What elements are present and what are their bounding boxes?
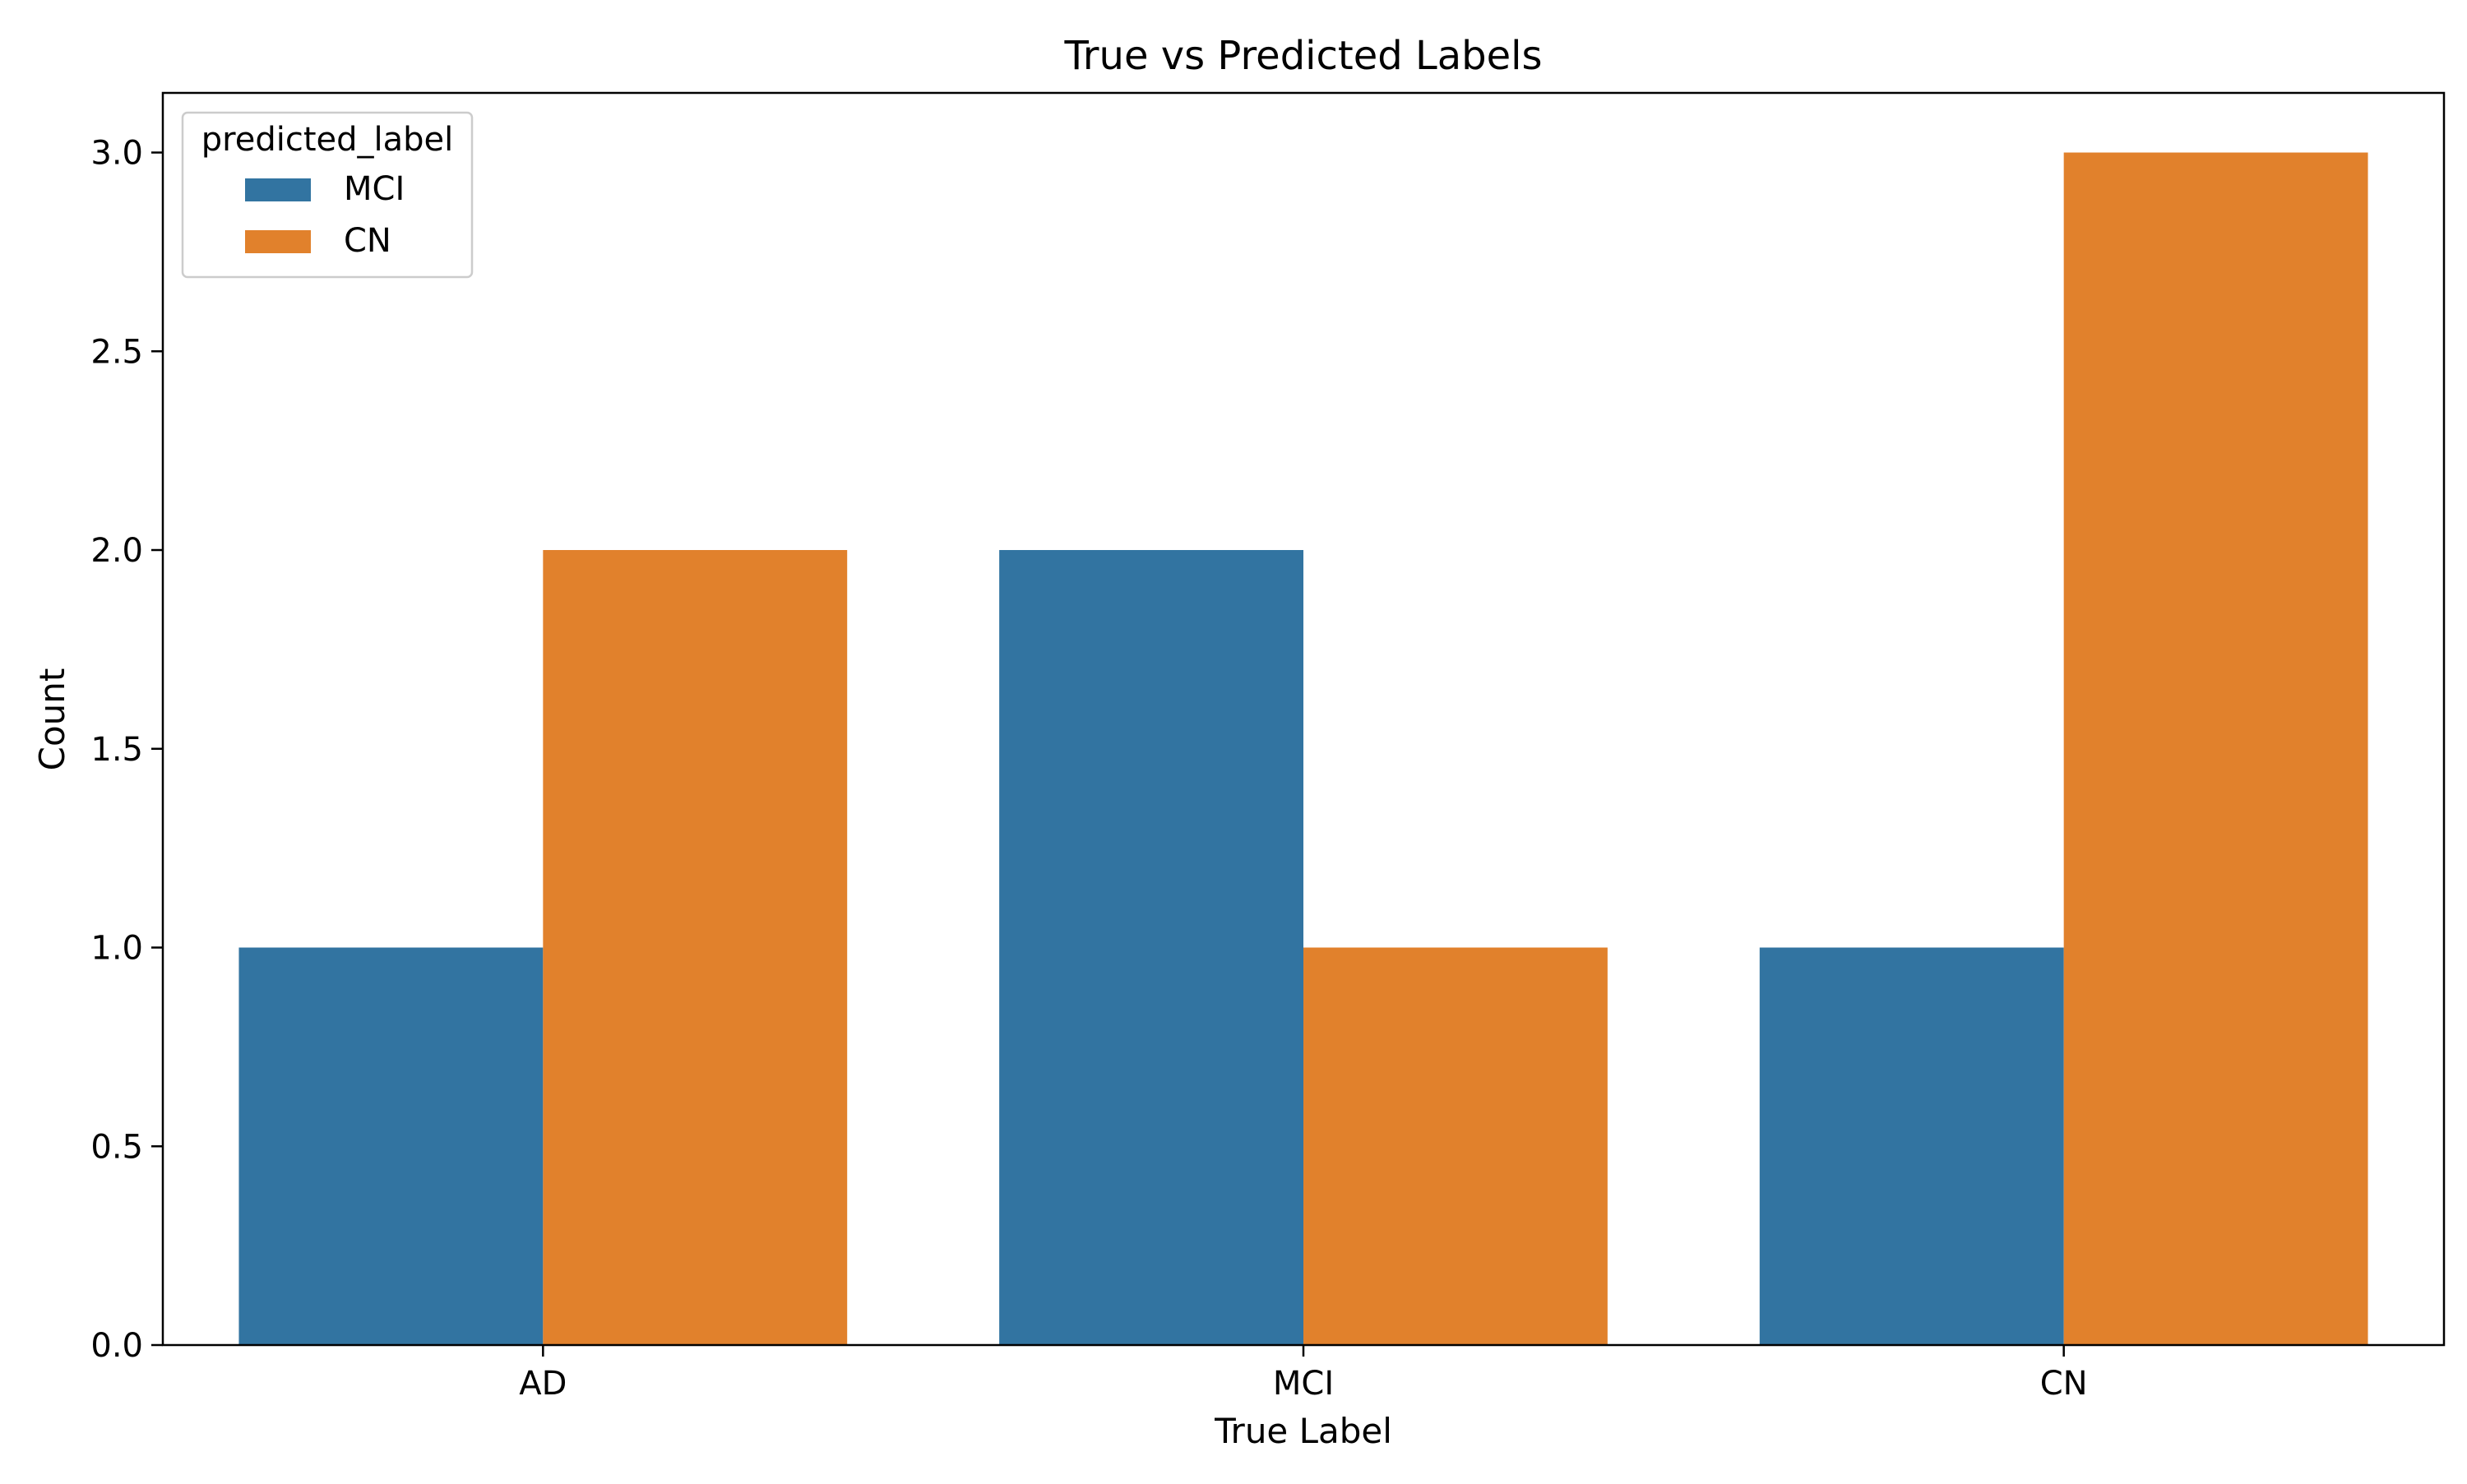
x-tick-label: MCI [1273, 1365, 1334, 1403]
bar-mci-ad [238, 947, 544, 1345]
x-tick-label: AD [519, 1365, 567, 1403]
bar-cn-ad [543, 550, 848, 1345]
legend-label-mci: MCI [344, 170, 405, 208]
chart-title: True vs Predicted Labels [1064, 33, 1543, 79]
bar-mci-cn [1759, 947, 2064, 1345]
x-axis-label: True Label [1214, 1411, 1392, 1451]
bar-cn-cn [2063, 152, 2368, 1345]
plot-area: AD MCI CN 0.0 0.5 1.0 1.5 2.0 2.5 3.0 [90, 91, 2446, 1403]
legend-label-cn: CN [344, 222, 391, 260]
y-tick-label: 1.5 [90, 731, 143, 769]
y-axis-label: Count [32, 668, 72, 771]
legend-swatch-cn [245, 230, 311, 253]
legend-title: predicted_label [201, 121, 453, 159]
y-tick-label: 0.0 [90, 1327, 143, 1365]
y-tick-label: 1.0 [90, 930, 143, 968]
x-tick-label: CN [2040, 1365, 2088, 1403]
legend: predicted_label MCI CN [181, 111, 474, 279]
y-tick-label: 0.5 [90, 1128, 143, 1166]
y-tick-label: 2.0 [90, 532, 143, 570]
y-tick-label: 2.5 [90, 333, 143, 371]
bar-mci-mci [999, 550, 1303, 1345]
legend-swatch-mci [245, 178, 311, 201]
y-tick-label: 3.0 [90, 135, 143, 173]
plot-frame [161, 91, 2446, 1347]
bar-cn-mci [1303, 947, 1608, 1345]
